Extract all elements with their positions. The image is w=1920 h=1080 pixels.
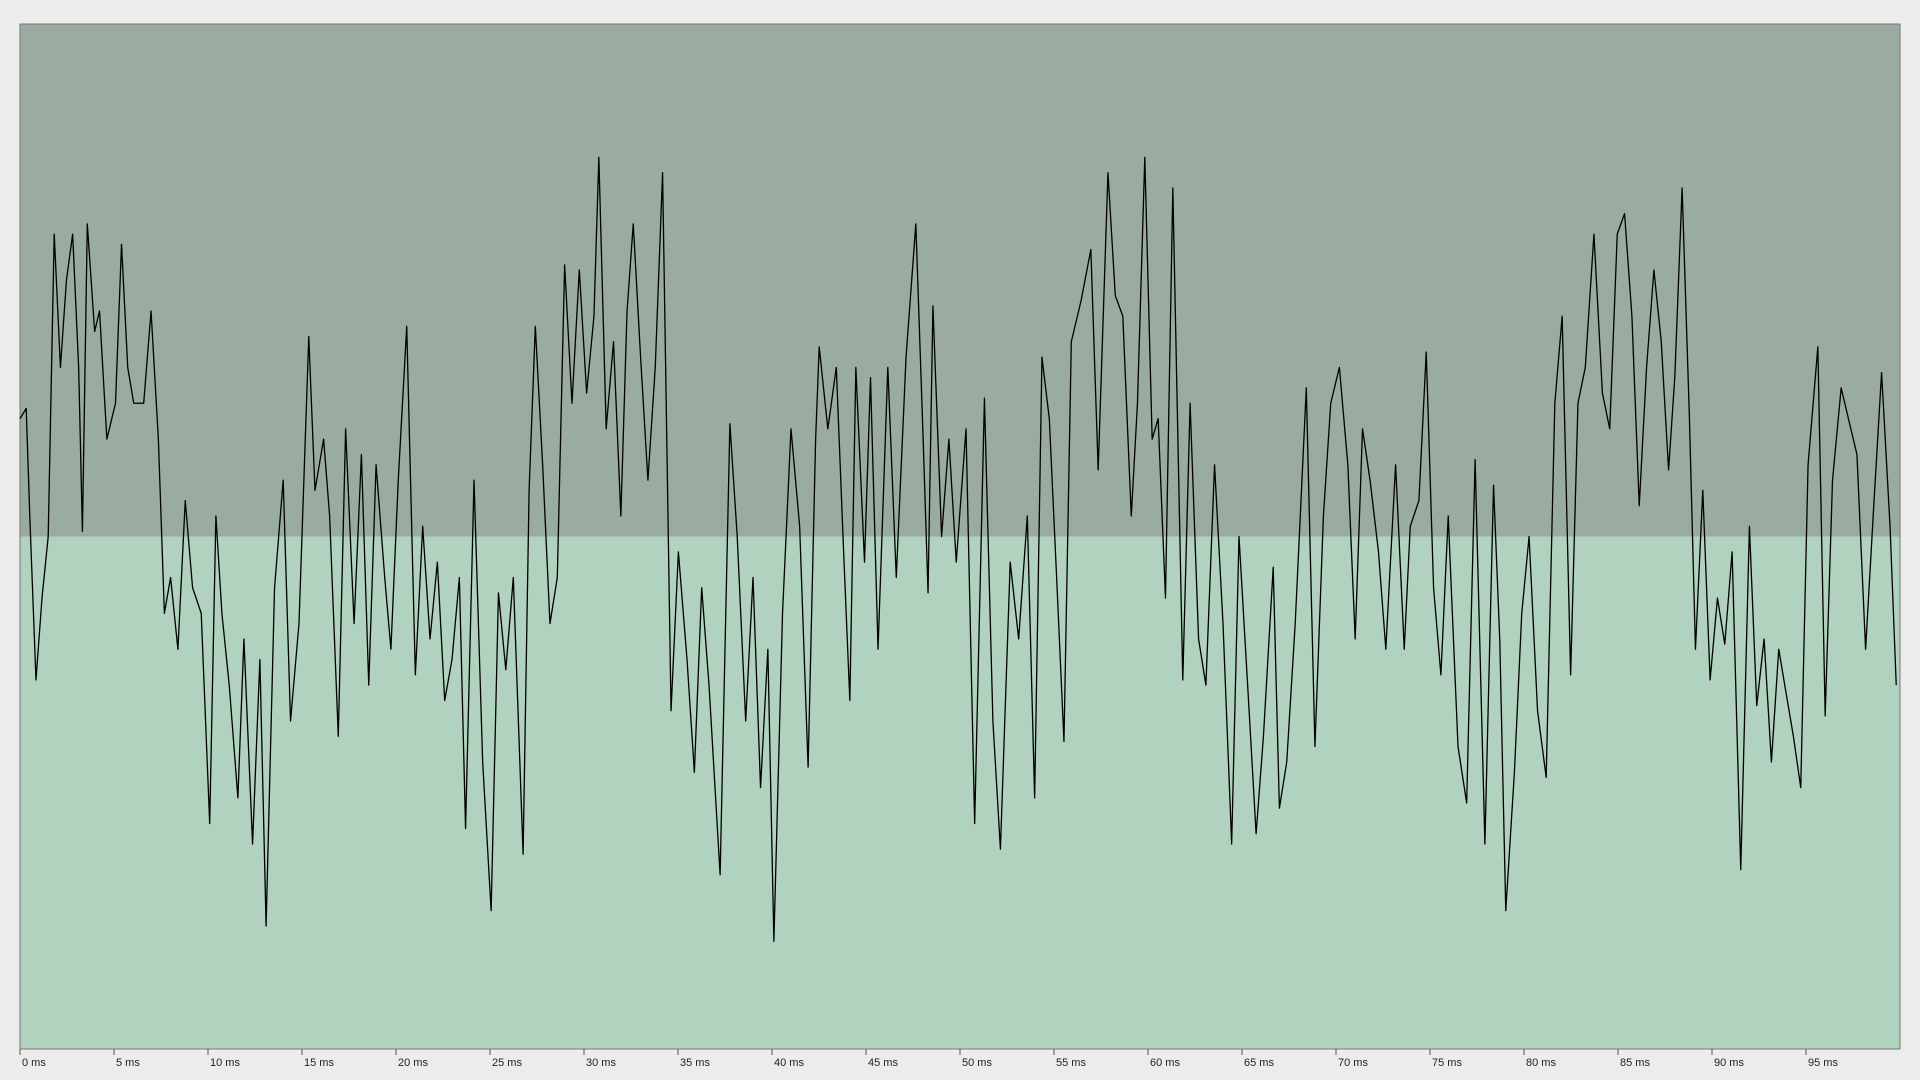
x-tick-label: 0 ms bbox=[22, 1057, 46, 1069]
x-tick-label: 95 ms bbox=[1808, 1057, 1838, 1069]
lower-half bbox=[20, 536, 1900, 1049]
x-tick-label: 10 ms bbox=[210, 1057, 240, 1069]
x-tick-label: 50 ms bbox=[962, 1057, 992, 1069]
x-tick-label: 30 ms bbox=[586, 1057, 616, 1069]
x-tick-label: 85 ms bbox=[1620, 1057, 1650, 1069]
x-tick-label: 60 ms bbox=[1150, 1057, 1180, 1069]
waveform bbox=[19, 156, 1897, 943]
x-tick-label: 70 ms bbox=[1338, 1057, 1368, 1069]
x-tick-label: 65 ms bbox=[1244, 1057, 1274, 1069]
x-tick-label: 5 ms bbox=[116, 1057, 140, 1069]
x-tick-label: 25 ms bbox=[492, 1057, 522, 1069]
x-tick-label: 20 ms bbox=[398, 1057, 428, 1069]
upper-half bbox=[20, 24, 1900, 537]
x-tick-label: 55 ms bbox=[1056, 1057, 1086, 1069]
x-tick-label: 40 ms bbox=[774, 1057, 804, 1069]
x-tick-label: 90 ms bbox=[1714, 1057, 1744, 1069]
x-tick-label: 35 ms bbox=[680, 1057, 710, 1069]
x-tick-label: 45 ms bbox=[868, 1057, 898, 1069]
x-tick-label: 75 ms bbox=[1432, 1057, 1462, 1069]
x-tick-label: 80 ms bbox=[1526, 1057, 1556, 1069]
x-tick-label: 15 ms bbox=[304, 1057, 334, 1069]
